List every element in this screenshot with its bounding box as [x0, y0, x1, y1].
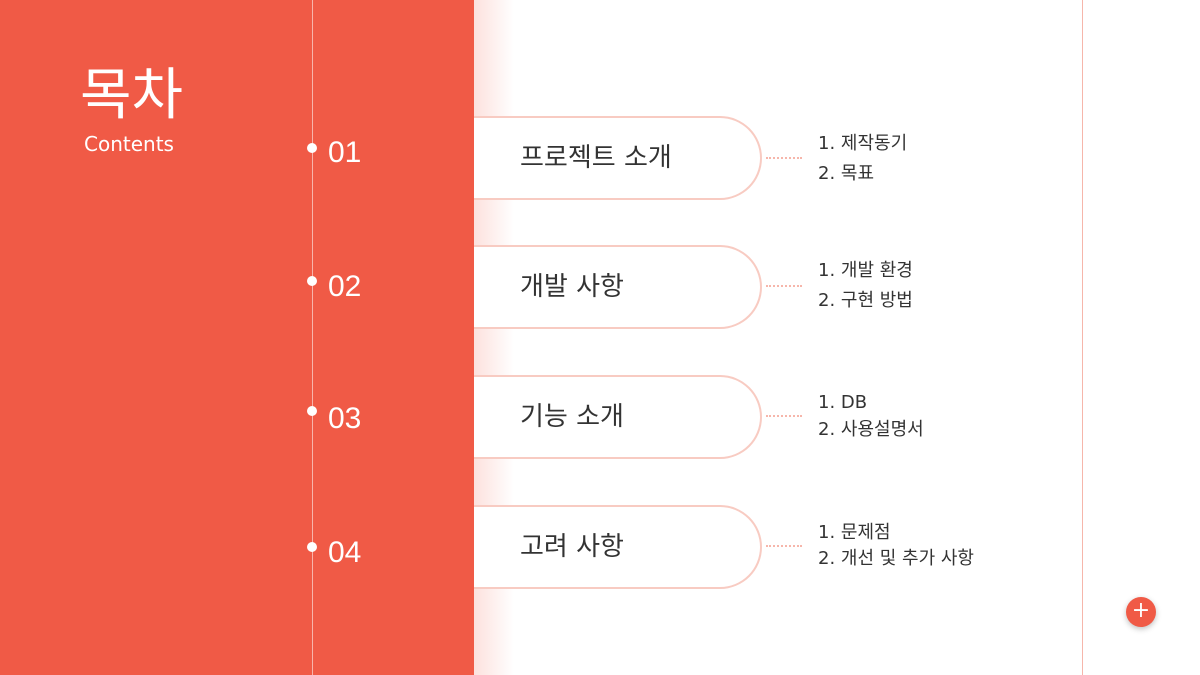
- section-number: 01: [328, 136, 362, 169]
- section-number: 03: [328, 402, 362, 435]
- dotted-connector: [766, 415, 802, 417]
- section-pill[interactable]: 개발 사항: [474, 245, 762, 329]
- section-pill[interactable]: 기능 소개: [474, 375, 762, 459]
- left-panel: [0, 0, 474, 675]
- page-subtitle: Contents: [84, 132, 174, 156]
- timeline-dot: [307, 406, 317, 416]
- section-subitems: 1. 제작동기 2. 목표: [818, 129, 907, 189]
- section-subitems: 1. DB 2. 사용설명서: [818, 389, 924, 443]
- right-divider: [1082, 0, 1083, 675]
- subitem: 2. 목표: [818, 163, 875, 184]
- section-label: 기능 소개: [520, 402, 624, 432]
- page-title: 목차: [80, 63, 184, 128]
- section-label: 개발 사항: [520, 272, 624, 302]
- subitem: 1. 문제점: [818, 522, 891, 543]
- section-number: 04: [328, 536, 362, 569]
- subitem: 1. DB: [818, 392, 868, 413]
- dotted-connector: [766, 157, 802, 159]
- timeline-dot: [307, 276, 317, 286]
- timeline-dot: [307, 542, 317, 552]
- subitem: 2. 구현 방법: [818, 290, 913, 311]
- section-pill[interactable]: 프로젝트 소개: [474, 116, 762, 200]
- timeline-line: [312, 0, 313, 675]
- section-label: 고려 사항: [520, 532, 624, 562]
- subitem: 1. 개발 환경: [818, 260, 913, 281]
- dotted-connector: [766, 545, 802, 547]
- timeline-dot: [307, 143, 317, 153]
- subitem: 1. 제작동기: [818, 133, 908, 154]
- section-number: 02: [328, 270, 362, 303]
- plus-icon[interactable]: +: [1126, 597, 1156, 627]
- section-subitems: 1. 개발 환경 2. 구현 방법: [818, 256, 913, 316]
- subitem: 2. 개선 및 추가 사항: [818, 548, 974, 569]
- dotted-connector: [766, 285, 802, 287]
- section-pill[interactable]: 고려 사항: [474, 505, 762, 589]
- section-subitems: 1. 문제점 2. 개선 및 추가 사항: [818, 520, 974, 572]
- section-label: 프로젝트 소개: [520, 143, 672, 173]
- subitem: 2. 사용설명서: [818, 419, 924, 440]
